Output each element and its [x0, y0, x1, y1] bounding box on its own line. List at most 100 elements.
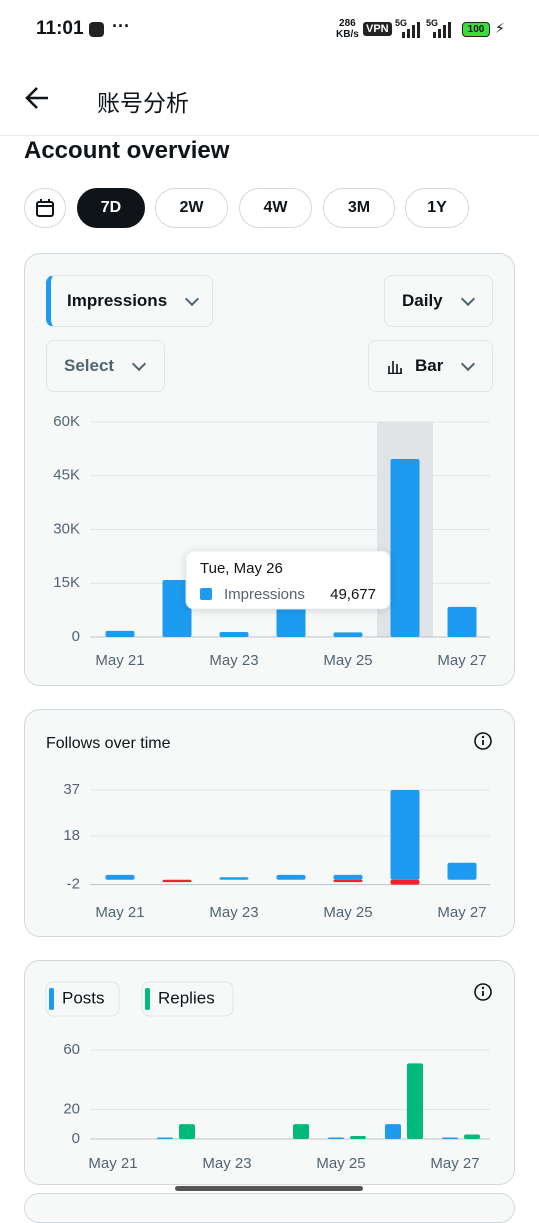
divider [0, 135, 539, 136]
bar [350, 1136, 366, 1139]
bar [179, 1124, 195, 1139]
x-tick-label: May 25 [316, 1155, 365, 1172]
y-tick-label: 20 [63, 1100, 80, 1117]
bar [219, 631, 249, 637]
y-tick-label: 30K [53, 520, 80, 537]
bar-icon [388, 361, 402, 374]
info-icon [481, 986, 485, 990]
tooltip-swatch [200, 588, 212, 600]
x-tick-label: May 27 [430, 1155, 479, 1172]
section-title: Account overview [24, 137, 230, 164]
x-tick-label: May 23 [202, 1155, 251, 1172]
signal-icons [402, 22, 451, 38]
y-tick-label: 60 [63, 1041, 80, 1058]
legend-label: Posts [62, 988, 105, 1007]
y-tick-label: 45K [53, 467, 80, 484]
chart-title: Follows over time [46, 735, 171, 752]
info-icon [474, 983, 492, 1001]
legend-swatch [49, 988, 54, 1010]
period-chip[interactable]: 4W [239, 188, 312, 228]
status-time: 11:01 [36, 18, 84, 39]
bar [162, 879, 192, 883]
bar [276, 604, 306, 637]
bar [162, 580, 192, 637]
charging-icon: ⚡ [495, 20, 505, 36]
x-tick-label: May 21 [95, 652, 144, 669]
metric-dropdown[interactable]: Impressions [46, 275, 213, 327]
y-tick-label: 60K [53, 413, 80, 430]
y-tick-label: 0 [72, 628, 80, 645]
tooltip: Tue, May 26 Impressions 49,677 [185, 550, 391, 610]
battery: 100 [462, 22, 490, 37]
metric-label: Impressions [67, 291, 168, 310]
bar [157, 1137, 173, 1139]
y-tick-label: 0 [72, 1130, 80, 1147]
back-button[interactable] [24, 85, 52, 111]
bar [442, 1137, 458, 1139]
network: 5G [395, 18, 408, 28]
x-tick-label: May 23 [209, 652, 258, 669]
interval-dropdown[interactable]: Daily [384, 275, 493, 327]
select-label: Select [64, 356, 115, 375]
bar [333, 874, 363, 880]
bar [407, 1063, 423, 1139]
interval-label: Daily [402, 291, 443, 310]
bar [390, 458, 420, 637]
x-tick-label: May 25 [323, 652, 372, 669]
legend-chip [141, 981, 234, 1017]
legend-label: Replies [158, 988, 215, 1007]
y-tick-label: 37 [63, 781, 80, 798]
bar [293, 1124, 309, 1139]
vpn-badge: VPN [363, 22, 392, 36]
more-dots: ··· [112, 16, 130, 36]
tooltip-value: 49,677 [330, 586, 376, 603]
x-tick-label: May 21 [88, 1155, 137, 1172]
period-chip[interactable]: 1Y [405, 188, 469, 228]
info-icon [481, 735, 485, 739]
bar [333, 879, 363, 883]
y-tick-label: -2 [67, 876, 80, 893]
app-icon [89, 22, 104, 37]
style-label: Bar [415, 356, 444, 375]
bar [447, 862, 477, 880]
bar [276, 874, 306, 880]
period-chip[interactable]: 3M [323, 188, 395, 228]
info-icon [474, 732, 492, 750]
tooltip-label: Impressions [224, 586, 305, 603]
bar [464, 1134, 480, 1139]
net-speed-value: 286 [339, 18, 356, 29]
follows-card [24, 709, 515, 937]
net-speed-unit: KB/s [336, 29, 359, 40]
bar [105, 630, 135, 637]
select-dropdown[interactable]: Select [46, 340, 165, 392]
period-chip[interactable]: 7D [77, 188, 145, 228]
style-dropdown[interactable]: Bar [368, 340, 493, 392]
header-title: 账号分析 [97, 90, 189, 116]
x-tick-label: May 23 [209, 904, 258, 921]
bar [333, 632, 363, 637]
bar [328, 1137, 344, 1139]
bar [390, 790, 420, 880]
legend-chip [45, 981, 120, 1017]
bar [390, 879, 420, 885]
bar [385, 1124, 401, 1139]
bar [447, 606, 477, 637]
network: 5G [426, 18, 439, 28]
tooltip-box [185, 550, 391, 610]
x-tick-label: May 25 [323, 904, 372, 921]
legend-swatch [145, 988, 150, 1010]
calendar-icon [36, 199, 54, 217]
y-tick-label: 15K [53, 574, 80, 591]
net-speed: 286 KB/s [336, 18, 359, 40]
x-tick-label: May 27 [437, 652, 486, 669]
bar [105, 874, 135, 880]
home-indicator [175, 1186, 363, 1191]
period-chip[interactable]: 2W [155, 188, 228, 228]
calendar-button[interactable] [24, 188, 66, 228]
x-tick-label: May 21 [95, 904, 144, 921]
bar [219, 877, 249, 880]
y-tick-label: 18 [63, 827, 80, 844]
x-tick-label: May 27 [437, 904, 486, 921]
